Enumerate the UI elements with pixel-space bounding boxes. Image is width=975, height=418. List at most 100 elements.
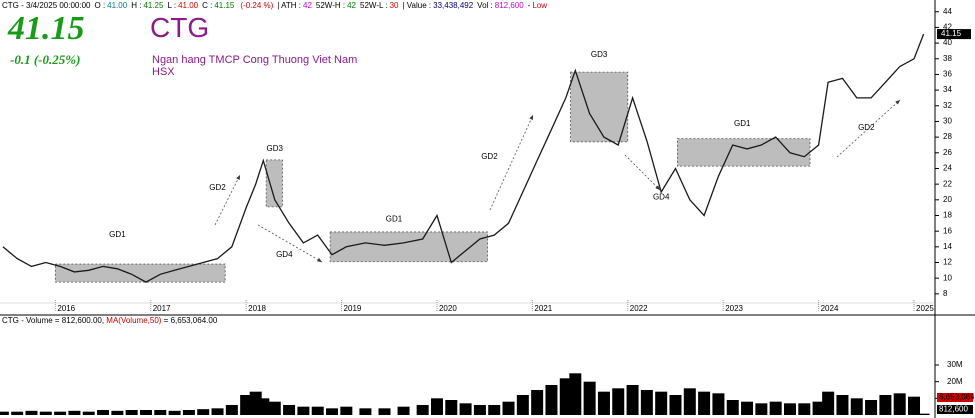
volume-ma-label: 6,653,064	[939, 393, 975, 402]
y-tick-label: 14	[943, 242, 952, 251]
volume-bar	[459, 403, 472, 415]
header-value: 42	[347, 1, 357, 10]
phase-box	[329, 231, 488, 263]
last-price-label: 41.15	[941, 29, 962, 38]
header-label: Vol :	[477, 1, 493, 10]
volume-bar	[755, 403, 768, 415]
annotation: GD3	[591, 50, 608, 59]
volume-bar	[340, 406, 353, 415]
volume-bar	[378, 408, 391, 415]
volume-bar	[798, 403, 811, 415]
header-bar: CTG - 3/4/2025 00:00:00 O :41.00 H :41.25 L…	[2, 1, 547, 10]
volume-bar	[257, 398, 270, 415]
y-tick-label: 20	[943, 195, 952, 204]
header-value: 33,438,492	[433, 1, 474, 10]
x-tick-label: 2023	[725, 304, 743, 313]
volume-bar	[283, 405, 296, 415]
header-item: L :41.00	[167, 1, 198, 10]
volume-bar	[559, 378, 572, 415]
volume-bar	[583, 381, 596, 415]
volume-bar	[430, 398, 443, 415]
volume-bar	[865, 400, 878, 415]
volume-bar	[211, 408, 224, 415]
header-label: CTG - 3/4/2025 00:00:00	[2, 1, 91, 10]
volume-bar	[54, 411, 67, 415]
volume-bar	[168, 410, 181, 415]
volume-ma-name: MA(Volume,50)	[106, 316, 162, 325]
header-label: 52W-H :	[315, 1, 346, 10]
header-value: 41.00	[178, 1, 199, 10]
arrow-head	[236, 175, 240, 180]
volume-bar	[812, 401, 825, 415]
arrow-head	[655, 185, 660, 190]
volume-bar	[612, 388, 625, 415]
volume-bar	[397, 406, 410, 415]
volume-bar	[698, 391, 711, 415]
volume-bar	[488, 405, 501, 415]
y2-tick-label: 20M	[947, 377, 963, 386]
volume-bar	[97, 410, 110, 415]
volume-bar	[11, 411, 24, 415]
y-tick-label: 26	[943, 148, 952, 157]
volume-header-prefix: CTG - Volume = 812,600.00,	[2, 316, 105, 325]
volume-bar	[836, 395, 849, 415]
header-item: - Low	[528, 1, 547, 10]
volume-bar	[822, 391, 835, 415]
header-label: -	[527, 1, 531, 10]
y-tick-label: 38	[943, 54, 952, 63]
volume-bar	[850, 398, 863, 415]
volume-ma-box	[937, 393, 973, 402]
volume-bar	[25, 410, 38, 415]
volume-bar	[139, 410, 152, 415]
arrow-head	[529, 115, 533, 120]
header-label: L :	[167, 1, 177, 10]
header-value: (-0.24 %)	[240, 1, 274, 10]
header-label: 52W-L :	[360, 1, 388, 10]
header-value: 42	[303, 1, 312, 10]
header-value: 30	[389, 1, 399, 10]
y-tick-label: 22	[943, 179, 952, 188]
y-tick-label: 44	[943, 7, 952, 16]
x-tick-label: 2018	[248, 304, 266, 313]
volume-bar	[917, 413, 930, 415]
y-tick-label: 34	[943, 85, 952, 94]
volume-bar	[626, 385, 639, 415]
y-tick-label: 18	[943, 211, 952, 220]
y-tick-label: 40	[943, 38, 952, 47]
y-tick-label: 12	[943, 258, 952, 267]
volume-bar	[326, 408, 339, 415]
y-tick-label: 10	[943, 273, 952, 282]
y-tick-label: 24	[943, 164, 952, 173]
volume-last-label: 812,600	[939, 405, 968, 414]
volume-bar	[225, 405, 238, 415]
header-value: 41.15	[214, 1, 235, 10]
header-item: O :41.00	[95, 1, 128, 10]
header-value: 812,600	[494, 1, 524, 10]
volume-bar	[655, 391, 668, 415]
annotation: GD1	[109, 230, 126, 239]
x-tick-label: 2022	[630, 304, 648, 313]
header-label: | Value :	[402, 1, 432, 10]
annotation: GD4	[653, 193, 670, 202]
volume-bar	[516, 395, 529, 415]
volume-header: CTG - Volume = 812,600.00, MA(Volume,50)…	[2, 316, 217, 325]
volume-bar	[297, 406, 310, 415]
company-name: Ngan hang TMCP Cong Thuong Viet Nam	[152, 54, 358, 66]
volume-last-box	[937, 405, 973, 414]
header-label: | ATH :	[277, 1, 301, 10]
volume-bar	[39, 411, 52, 415]
header-label: H :	[131, 1, 142, 10]
header-item: Vol :812,600	[477, 1, 524, 10]
volume-bar	[893, 393, 906, 415]
volume-bar	[311, 406, 324, 415]
symbol: CTG	[150, 12, 210, 43]
volume-bar	[545, 385, 558, 415]
y-tick-label: 36	[943, 70, 952, 79]
volume-bar	[125, 410, 138, 415]
header-item: C :41.15	[202, 1, 234, 10]
y-tick-label: 32	[943, 101, 952, 110]
trend-arrow	[624, 154, 661, 191]
volume-bar	[359, 408, 372, 415]
volume-bar	[726, 400, 739, 415]
volume-bar	[769, 401, 782, 415]
